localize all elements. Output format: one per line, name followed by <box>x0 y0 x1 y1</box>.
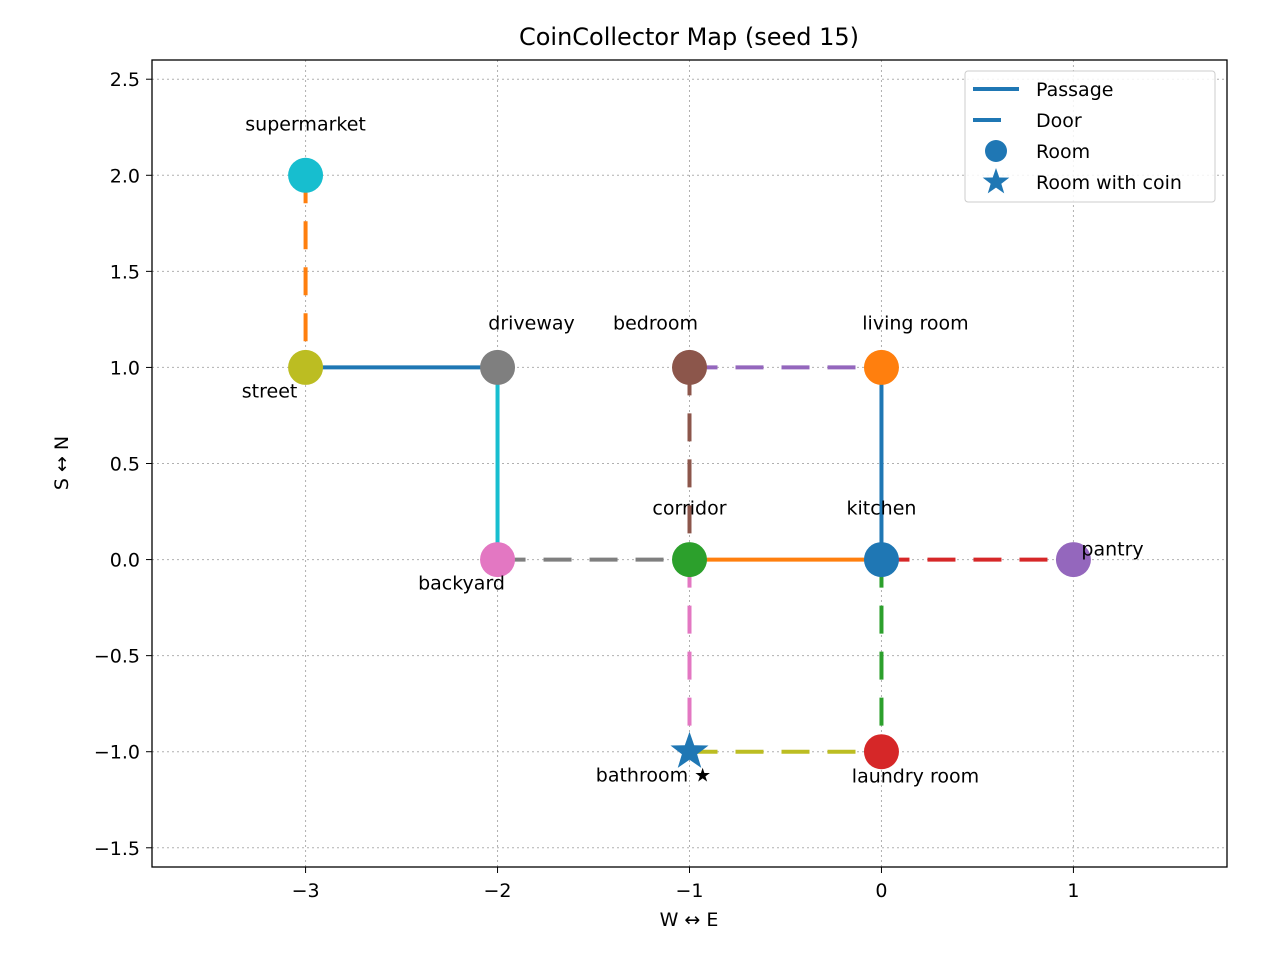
room-label: living room <box>862 312 968 334</box>
legend-label: Door <box>1036 110 1082 132</box>
chart-title: CoinCollector Map (seed 15) <box>519 23 859 51</box>
room-label: pantry <box>1081 539 1143 561</box>
legend-room-swatch <box>985 140 1007 162</box>
x-tick-label: −2 <box>484 880 512 902</box>
y-tick-label: −1.5 <box>94 838 140 860</box>
x-tick-label: −3 <box>292 880 320 902</box>
legend-box <box>964 70 1216 203</box>
y-tick-label: 2.0 <box>110 165 140 187</box>
room-marker <box>672 542 707 578</box>
room-marker <box>1055 542 1091 578</box>
x-axis-label: W ↔ E <box>660 909 719 931</box>
legend-label: Room with coin <box>1036 172 1182 194</box>
y-tick-label: −1.0 <box>94 742 140 764</box>
room-marker <box>672 349 707 385</box>
room-label: bedroom <box>613 312 698 334</box>
room-with-coin-marker <box>670 731 709 768</box>
y-tick-label: 2.5 <box>110 69 140 91</box>
legend-label: Room <box>1036 141 1090 163</box>
legend: Passage Door Room Room with coin <box>964 70 1216 203</box>
room-marker <box>480 542 516 578</box>
rooms <box>288 157 1091 770</box>
room-labels: supermarket street driveway bedroom living r… <box>242 113 1144 787</box>
room-label: driveway <box>488 312 575 334</box>
room-label: laundry room <box>852 766 979 788</box>
edges <box>303 175 1074 754</box>
y-tick-label: 1.5 <box>110 261 140 283</box>
y-tick-label: −0.5 <box>94 646 140 668</box>
room-label: kitchen <box>846 498 916 520</box>
x-tick-label: 0 <box>875 880 887 902</box>
room-marker <box>288 349 324 385</box>
room-label: corridor <box>652 498 726 520</box>
legend-label: Passage <box>1036 79 1113 101</box>
x-tick-label: −1 <box>675 880 703 902</box>
x-tick-label: 1 <box>1067 880 1079 902</box>
y-tick-label: 0.0 <box>110 550 140 572</box>
legend-coin-swatch <box>982 168 1010 194</box>
ticks: −3 −2 −1 0 1 −1.5 −1.0 −0.5 0.0 0.5 1.0 1.5 2.0 2.5 <box>94 69 1080 902</box>
room-marker <box>288 157 324 193</box>
y-axis-label: S ↔ N <box>51 436 73 490</box>
room-label: bathroom ★ <box>596 765 711 787</box>
room-marker <box>863 349 899 385</box>
room-marker <box>863 734 899 770</box>
room-marker <box>863 542 899 578</box>
room-label: backyard <box>418 573 505 595</box>
room-label: street <box>242 380 298 402</box>
y-tick-label: 1.0 <box>110 357 140 379</box>
y-tick-label: 0.5 <box>110 454 140 476</box>
room-marker <box>480 349 516 385</box>
room-label: supermarket <box>245 113 366 135</box>
